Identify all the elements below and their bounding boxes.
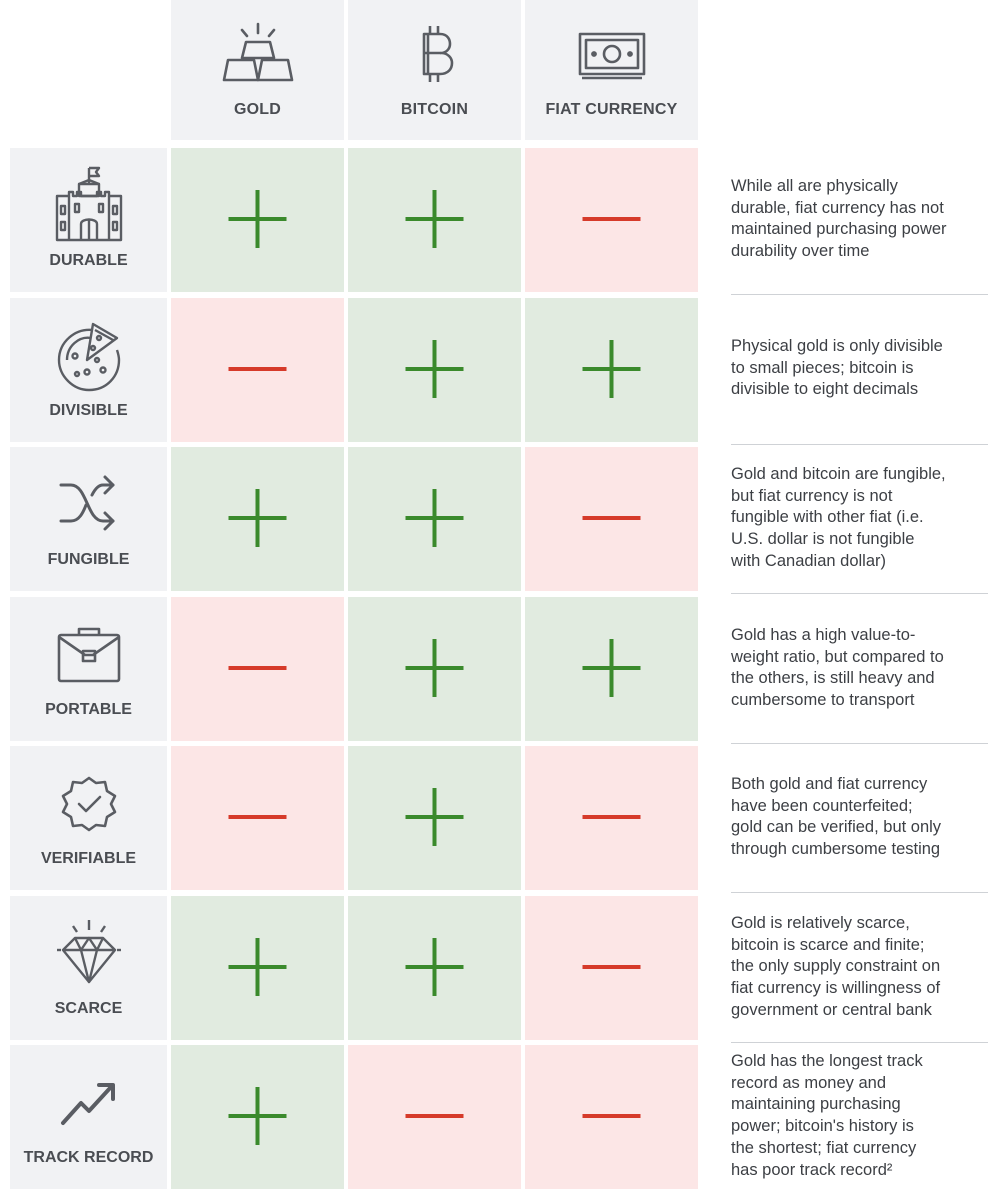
rating-cell-fungible-fiat-currency (525, 447, 698, 591)
row-header-fungible: FUNGIBLE (10, 447, 167, 591)
verified-badge-icon (10, 762, 167, 842)
minus-icon (228, 367, 287, 371)
rating-cell-track-record-gold (171, 1045, 344, 1189)
minus-icon (228, 815, 287, 819)
minus-icon (405, 1114, 464, 1118)
note-track-record: Gold has the longest track record as mon… (731, 1051, 983, 1181)
note-portable: Gold has a high value-to- weight ratio, … (731, 625, 983, 712)
rating-cell-durable-gold (171, 148, 344, 292)
note-scarce: Gold is relatively scarce, bitcoin is sc… (731, 913, 983, 1022)
rating-cell-durable-bitcoin (348, 148, 521, 292)
shuffle-icon (10, 463, 167, 543)
note-verifiable: Both gold and fiat currency have been co… (731, 774, 983, 861)
row-label-divisible: DIVISIBLE (49, 402, 128, 419)
row-header-durable: DURABLE (10, 148, 167, 292)
row-header-track-record: TRACK RECORD (10, 1045, 167, 1189)
plus-icon (405, 639, 464, 697)
rating-cell-track-record-bitcoin (348, 1045, 521, 1189)
briefcase-icon (10, 613, 167, 693)
plus-icon (405, 938, 464, 996)
rating-cell-scarce-bitcoin (348, 896, 521, 1040)
row-label-durable: DURABLE (49, 252, 128, 269)
minus-icon (582, 516, 641, 520)
row-label-track-record: TRACK RECORD (23, 1149, 154, 1166)
row-label-fungible: FUNGIBLE (47, 551, 130, 568)
row-separator (731, 743, 988, 744)
rating-cell-portable-gold (171, 597, 344, 741)
column-header-gold: GOLD (171, 0, 344, 140)
row-separator (731, 294, 988, 295)
plus-icon (228, 190, 287, 248)
plus-icon (228, 1087, 287, 1145)
plus-icon (228, 489, 287, 547)
note-text: Gold has the longest track record as mon… (731, 1052, 923, 1179)
row-header-scarce: SCARCE (10, 896, 167, 1040)
rating-cell-divisible-fiat-currency (525, 298, 698, 442)
row-header-portable: PORTABLE (10, 597, 167, 741)
note-fungible: Gold and bitcoin are fungible, but fiat … (731, 464, 983, 573)
column-label-bitcoin: BITCOIN (400, 101, 469, 118)
rating-cell-divisible-bitcoin (348, 298, 521, 442)
rating-cell-scarce-gold (171, 896, 344, 1040)
rating-cell-divisible-gold (171, 298, 344, 442)
row-separator (731, 1042, 988, 1043)
rating-cell-verifiable-gold (171, 746, 344, 890)
rating-cell-portable-bitcoin (348, 597, 521, 741)
row-label-verifiable: VERIFIABLE (40, 850, 137, 867)
bitcoin-icon (348, 20, 521, 86)
note-text: Both gold and fiat currency have been co… (731, 775, 942, 859)
note-divisible: Physical gold is only divisible to small… (731, 336, 983, 401)
row-header-verifiable: VERIFIABLE (10, 746, 167, 890)
plus-icon (582, 639, 641, 697)
note-text: Gold and bitcoin are fungible, but fiat … (731, 465, 946, 570)
minus-icon (228, 666, 287, 670)
plus-icon (405, 340, 464, 398)
plus-icon (228, 938, 287, 996)
plus-icon (582, 340, 641, 398)
rating-cell-fungible-gold (171, 447, 344, 591)
rating-cell-verifiable-fiat-currency (525, 746, 698, 890)
minus-icon (582, 217, 641, 221)
gold-bars-icon (171, 20, 344, 86)
banknote-icon (525, 20, 698, 86)
rating-cell-portable-fiat-currency (525, 597, 698, 741)
rating-cell-durable-fiat-currency (525, 148, 698, 292)
rating-cell-scarce-fiat-currency (525, 896, 698, 1040)
row-separator (731, 593, 988, 594)
note-text: While all are physically durable, fiat c… (731, 177, 947, 261)
minus-icon (582, 965, 641, 969)
trending-up-icon (10, 1061, 167, 1141)
diamond-icon (10, 912, 167, 992)
minus-icon (582, 815, 641, 819)
row-header-divisible: DIVISIBLE (10, 298, 167, 442)
note-durable: While all are physically durable, fiat c… (731, 176, 983, 263)
column-label-gold: GOLD (233, 101, 282, 118)
pizza-icon (10, 314, 167, 394)
row-separator (731, 444, 988, 445)
plus-icon (405, 489, 464, 547)
rating-cell-verifiable-bitcoin (348, 746, 521, 890)
column-label-fiat-currency: FIAT CURRENCY (545, 101, 678, 118)
plus-icon (405, 788, 464, 846)
row-label-portable: PORTABLE (45, 701, 132, 718)
rating-cell-fungible-bitcoin (348, 447, 521, 591)
column-header-bitcoin: BITCOIN (348, 0, 521, 140)
row-label-scarce: SCARCE (54, 1000, 123, 1017)
rating-cell-track-record-fiat-currency (525, 1045, 698, 1189)
row-separator (731, 892, 988, 893)
plus-icon (405, 190, 464, 248)
note-text: Physical gold is only divisible to small… (731, 337, 943, 399)
minus-icon (582, 1114, 641, 1118)
castle-icon (10, 164, 167, 244)
note-text: Gold is relatively scarce, bitcoin is sc… (731, 914, 941, 1019)
note-text: Gold has a high value-to- weight ratio, … (731, 626, 944, 710)
column-header-fiat-currency: FIAT CURRENCY (525, 0, 698, 140)
